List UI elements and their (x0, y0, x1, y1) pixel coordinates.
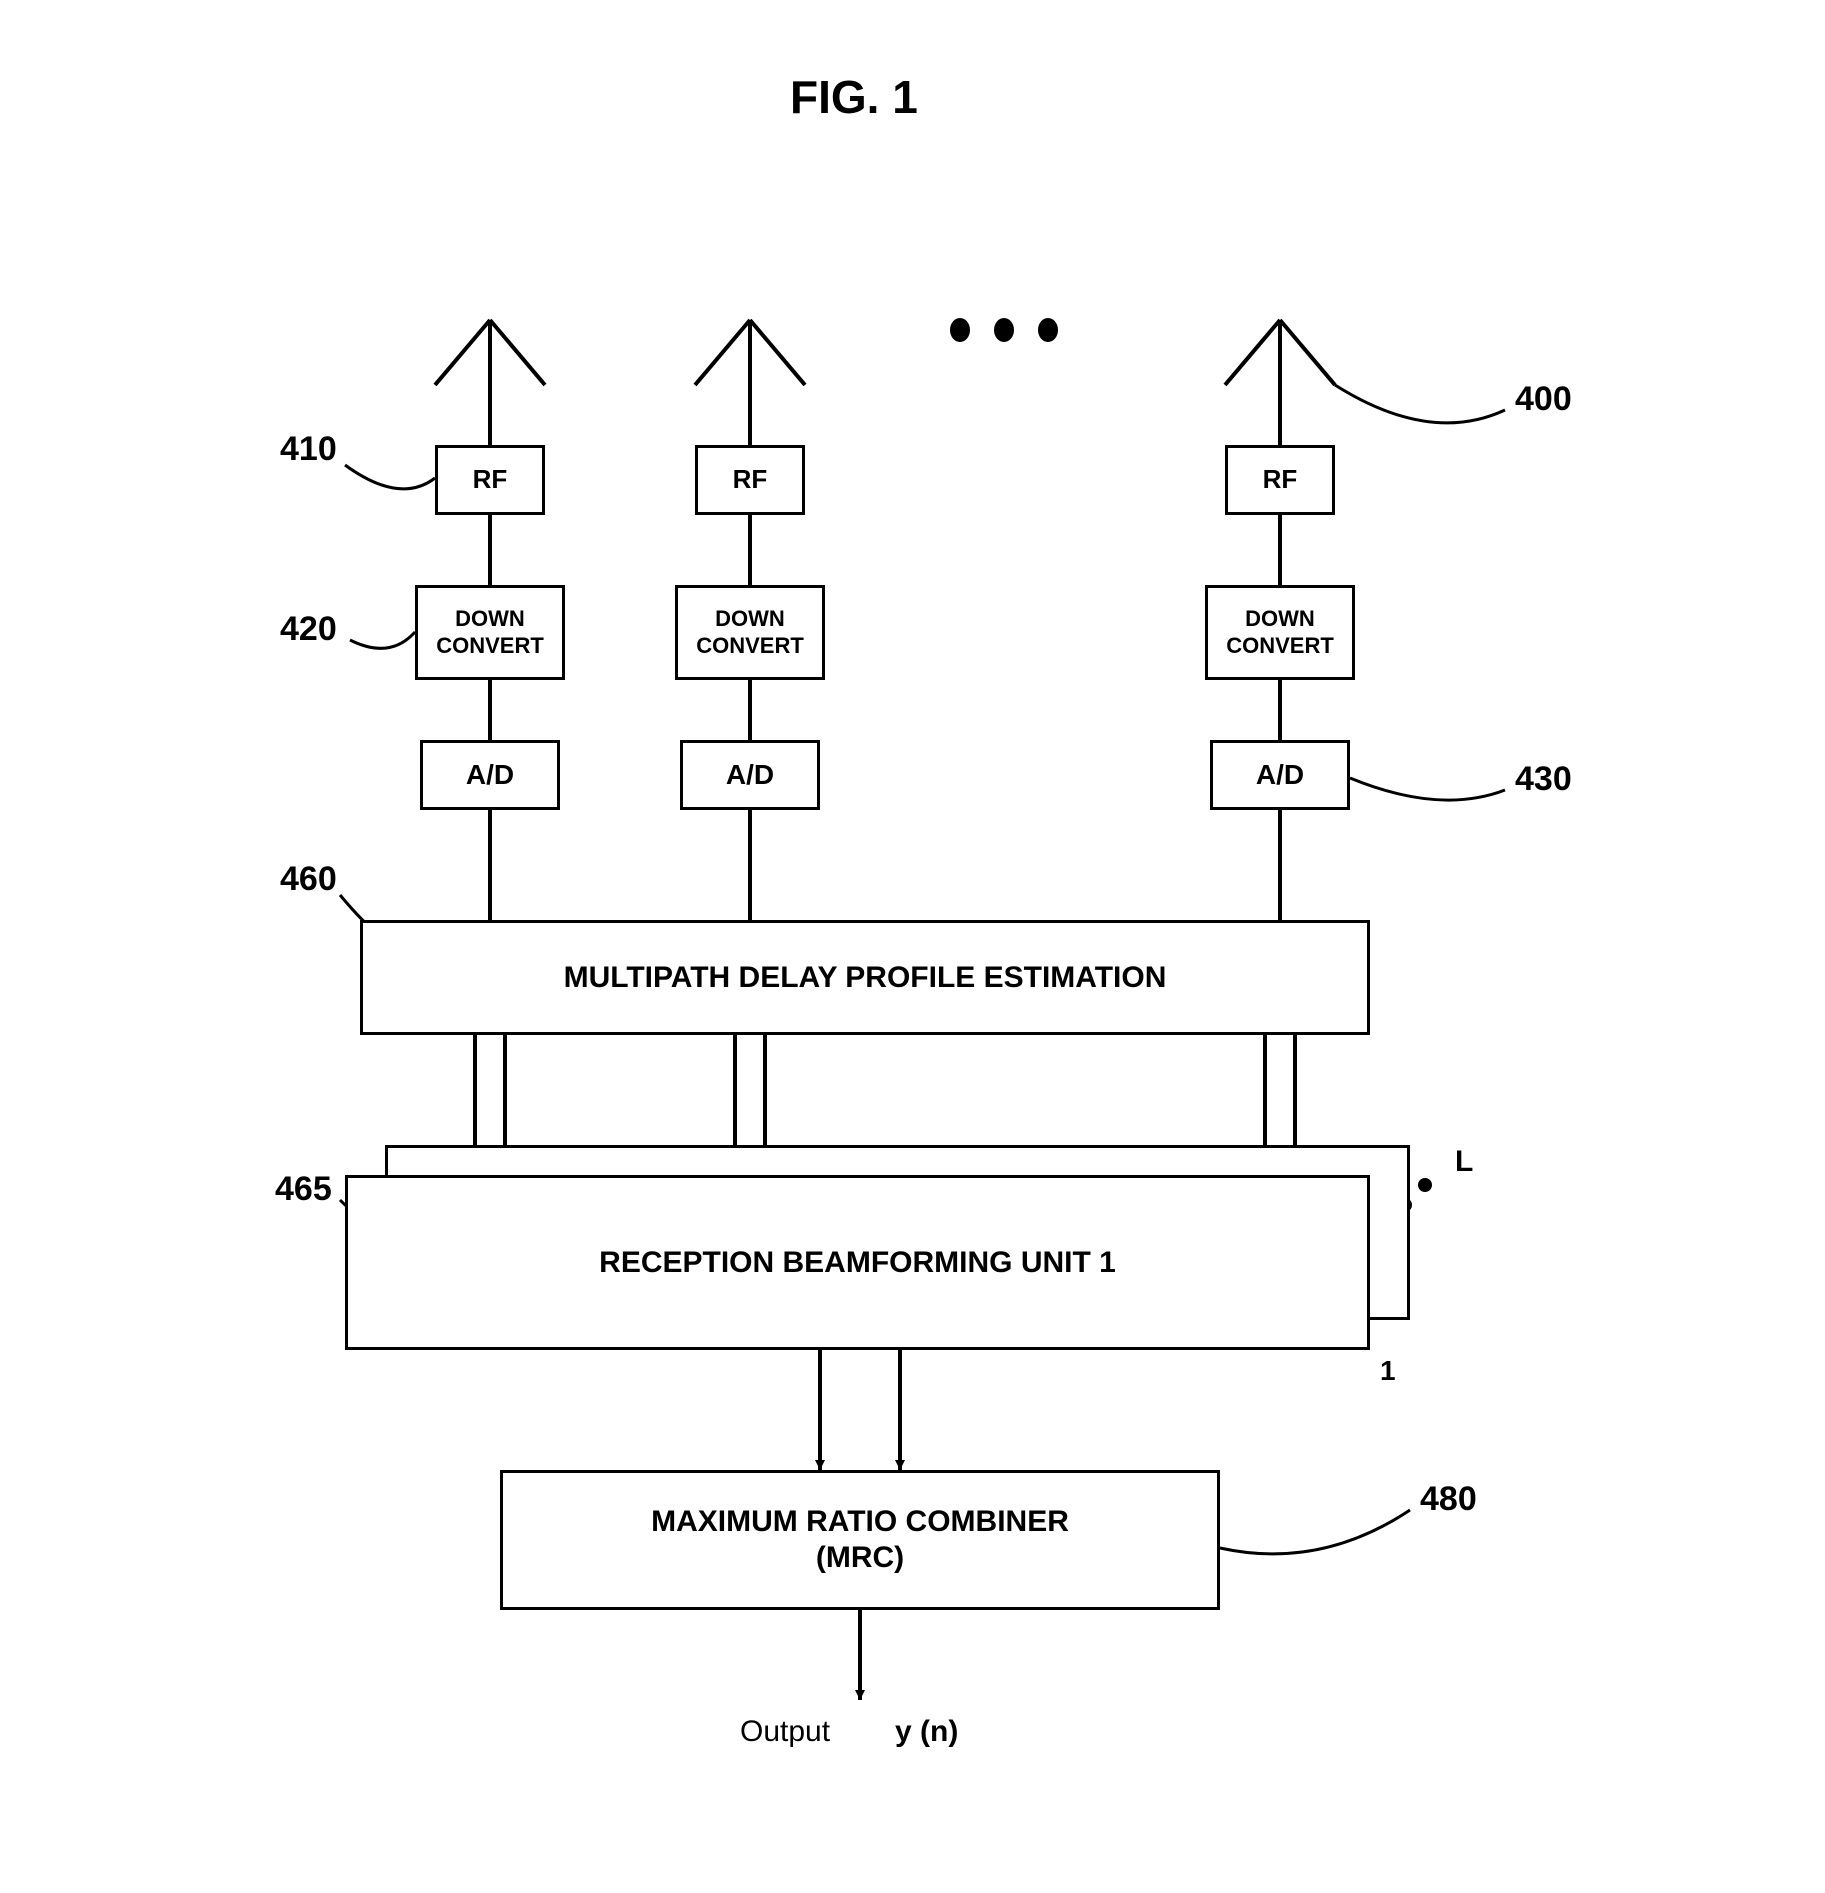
rf-label: RF (1263, 464, 1298, 495)
rf-block-1: RF (435, 445, 545, 515)
output-var-label: y (n) (895, 1715, 958, 1749)
mdpe-label: MULTIPATH DELAY PROFILE ESTIMATION (564, 960, 1167, 996)
rf-label: RF (733, 464, 768, 495)
ref-430: 430 (1515, 760, 1572, 799)
downconvert-label: DOWN CONVERT (696, 606, 804, 659)
ad-label: A/D (466, 758, 514, 792)
downconvert-label: DOWN CONVERT (436, 606, 544, 659)
ref-410: 410 (280, 430, 337, 469)
ref-480: 480 (1420, 1480, 1477, 1519)
ad-label: A/D (1256, 758, 1304, 792)
rf-label: RF (473, 464, 508, 495)
ad-block-n: A/D (1210, 740, 1350, 810)
downconvert-block-n: DOWN CONVERT (1205, 585, 1355, 680)
downconvert-block-2: DOWN CONVERT (675, 585, 825, 680)
rf-block-2: RF (695, 445, 805, 515)
ad-block-2: A/D (680, 740, 820, 810)
ref-465: 465 (275, 1170, 332, 1209)
antenna-2 (695, 320, 805, 445)
antenna-ellipsis (950, 318, 1058, 342)
rbu-label: RECEPTION BEAMFORMING UNIT 1 (599, 1245, 1116, 1281)
rf-block-n: RF (1225, 445, 1335, 515)
ref-460: 460 (280, 860, 337, 899)
ad-label: A/D (726, 758, 774, 792)
output-text-label: Output (740, 1715, 830, 1749)
rbu-block-front: RECEPTION BEAMFORMING UNIT 1 (345, 1175, 1370, 1350)
mdpe-block: MULTIPATH DELAY PROFILE ESTIMATION (360, 920, 1370, 1035)
ad-block-1: A/D (420, 740, 560, 810)
mrc-label: MAXIMUM RATIO COMBINER (MRC) (651, 1504, 1069, 1576)
antenna-1 (435, 320, 545, 445)
figure-title: FIG. 1 (790, 70, 918, 124)
ref-400: 400 (1515, 380, 1572, 419)
ref-420: 420 (280, 610, 337, 649)
mrc-block: MAXIMUM RATIO COMBINER (MRC) (500, 1470, 1220, 1610)
antenna-n (1225, 320, 1335, 445)
downconvert-block-1: DOWN CONVERT (415, 585, 565, 680)
downconvert-label: DOWN CONVERT (1226, 606, 1334, 659)
rbu-1-label: 1 (1380, 1355, 1396, 1387)
rbu-L-label: L (1455, 1145, 1473, 1179)
